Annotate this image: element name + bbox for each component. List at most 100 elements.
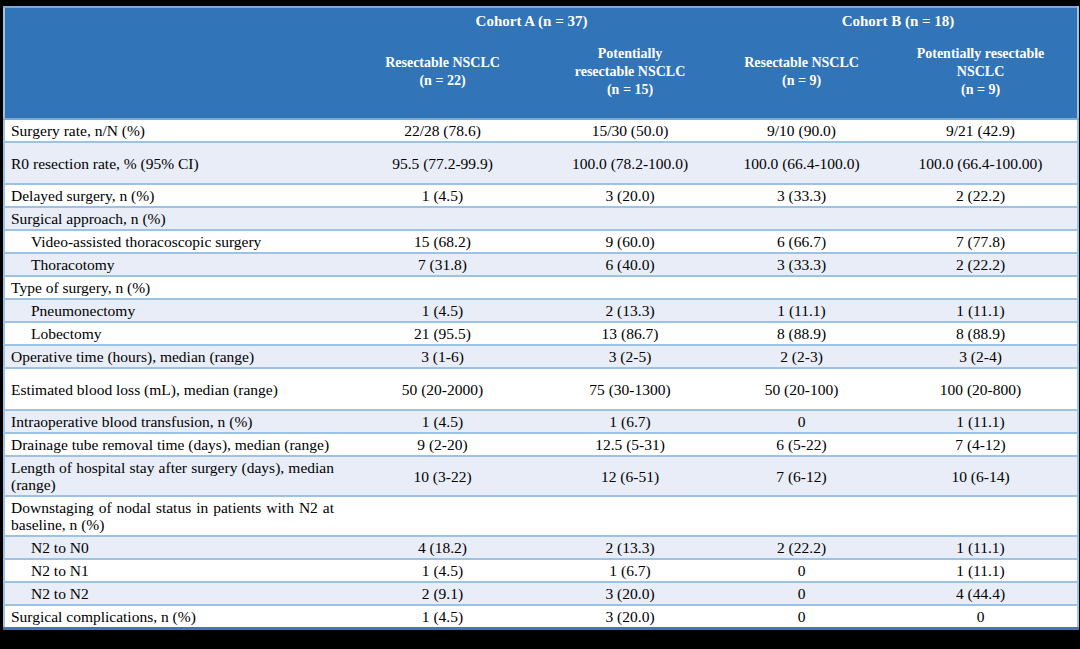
cell-value (541, 207, 719, 230)
table-row: Thoracotomy 7 (31.8) 6 (40.0) 3 (33.3) 2… (4, 253, 1078, 276)
row-label: Type of surgery, n (%) (4, 276, 344, 299)
table-row: N2 to N0 4 (18.2) 2 (13.3) 2 (22.2) 1 (1… (4, 536, 1078, 559)
cell-value: 2 (13.3) (541, 536, 719, 559)
row-label: Drainage tube removal time (days), media… (4, 433, 344, 456)
cell-value: 0 (884, 605, 1078, 629)
cell-value: 8 (88.9) (719, 322, 884, 345)
table-header: Cohort A (n = 37) Cohort B (n = 18) Rese… (4, 7, 1078, 119)
cell-value: 4 (18.2) (344, 536, 541, 559)
row-label: Surgical complications, n (%) (4, 605, 344, 629)
page-background: Cohort A (n = 37) Cohort B (n = 18) Rese… (0, 0, 1080, 630)
header-blank-cell (4, 32, 344, 119)
cell-value (719, 207, 884, 230)
row-label: Pneumonectomy (4, 299, 344, 322)
table-row: Estimated blood loss (mL), median (range… (4, 368, 1078, 410)
table-row: Delayed surgery, n (%) 1 (4.5) 3 (20.0) … (4, 184, 1078, 207)
table-body: Surgery rate, n/N (%) 22/28 (78.6) 15/30… (4, 119, 1078, 629)
cell-value (884, 207, 1078, 230)
cell-value: 3 (20.0) (541, 582, 719, 605)
cell-value: 100.0 (66.4-100.0) (719, 142, 884, 184)
header-blank-cell (4, 7, 344, 32)
cell-value: 1 (11.1) (884, 299, 1078, 322)
cell-value: 9 (2-20) (344, 433, 541, 456)
cohort-header-row: Cohort A (n = 37) Cohort B (n = 18) (4, 7, 1078, 32)
cell-value (719, 276, 884, 299)
cell-value: 9/21 (42.9) (884, 119, 1078, 142)
table-row: Drainage tube removal time (days), media… (4, 433, 1078, 456)
cell-value: 7 (77.8) (884, 230, 1078, 253)
cell-value: 15 (68.2) (344, 230, 541, 253)
table-row: R0 resection rate, % (95% CI) 95.5 (77.2… (4, 142, 1078, 184)
cell-value: 75 (30-1300) (541, 368, 719, 410)
table-row: Intraoperative blood transfusion, n (%) … (4, 410, 1078, 433)
table-row: N2 to N1 1 (4.5) 1 (6.7) 0 1 (11.1) (4, 559, 1078, 582)
cell-value: 15/30 (50.0) (541, 119, 719, 142)
column-header-potentially-resectable-b: Potentially resectable NSCLC (n = 9) (884, 32, 1078, 119)
row-label: Delayed surgery, n (%) (4, 184, 344, 207)
cell-value: 100 (20-800) (884, 368, 1078, 410)
cell-value: 10 (3-22) (344, 456, 541, 496)
cell-value: 2 (13.3) (541, 299, 719, 322)
cell-value: 3 (2-5) (541, 345, 719, 368)
cell-value: 1 (4.5) (344, 605, 541, 629)
cell-value: 1 (4.5) (344, 559, 541, 582)
cell-value: 21 (95.5) (344, 322, 541, 345)
cell-value: 0 (719, 410, 884, 433)
cell-value: 1 (11.1) (884, 410, 1078, 433)
cell-value: 12 (6-51) (541, 456, 719, 496)
row-label: Operative time (hours), median (range) (4, 345, 344, 368)
row-label: Intraoperative blood transfusion, n (%) (4, 410, 344, 433)
table-row: Operative time (hours), median (range) 3… (4, 345, 1078, 368)
table-row: Surgical approach, n (%) (4, 207, 1078, 230)
cell-value: 3 (20.0) (541, 605, 719, 629)
row-label: Video-assisted thoracoscopic surgery (4, 230, 344, 253)
column-header-resectable-a: Resectable NSCLC (n = 22) (344, 32, 541, 119)
cell-value: 1 (6.7) (541, 410, 719, 433)
cell-value: 2 (22.2) (884, 184, 1078, 207)
cell-value: 3 (2-4) (884, 345, 1078, 368)
row-label: N2 to N0 (4, 536, 344, 559)
cell-value: 6 (5-22) (719, 433, 884, 456)
cell-value: 0 (719, 582, 884, 605)
table-row: Surgery rate, n/N (%) 22/28 (78.6) 15/30… (4, 119, 1078, 142)
subgroup-header-row: Resectable NSCLC (n = 22) Potentially re… (4, 32, 1078, 119)
cell-value: 7 (6-12) (719, 456, 884, 496)
row-label: N2 to N1 (4, 559, 344, 582)
cell-value: 2 (9.1) (344, 582, 541, 605)
table-row: Pneumonectomy 1 (4.5) 2 (13.3) 1 (11.1) … (4, 299, 1078, 322)
cell-value (541, 496, 719, 536)
row-label: Length of hospital stay after surgery (d… (4, 456, 344, 496)
cell-value: 2 (22.2) (884, 253, 1078, 276)
cell-value (344, 496, 541, 536)
cell-value (344, 276, 541, 299)
row-label: R0 resection rate, % (95% CI) (4, 142, 344, 184)
cell-value: 1 (11.1) (884, 536, 1078, 559)
cell-value: 1 (11.1) (884, 559, 1078, 582)
cell-value: 0 (719, 559, 884, 582)
cell-value: 2 (2-3) (719, 345, 884, 368)
cell-value: 10 (6-14) (884, 456, 1078, 496)
cell-value: 9 (60.0) (541, 230, 719, 253)
cell-value: 1 (11.1) (719, 299, 884, 322)
column-header-potentially-resectable-a: Potentially resectable NSCLC (n = 15) (541, 32, 719, 119)
cell-value: 3 (20.0) (541, 184, 719, 207)
table-row: Type of surgery, n (%) (4, 276, 1078, 299)
cell-value: 22/28 (78.6) (344, 119, 541, 142)
row-label: Estimated blood loss (mL), median (range… (4, 368, 344, 410)
cell-value: 1 (4.5) (344, 184, 541, 207)
cell-value: 95.5 (77.2-99.9) (344, 142, 541, 184)
cell-value: 8 (88.9) (884, 322, 1078, 345)
cell-value: 1 (6.7) (541, 559, 719, 582)
cell-value: 0 (719, 605, 884, 629)
table-row: Surgical complications, n (%) 1 (4.5) 3 … (4, 605, 1078, 629)
cell-value: 6 (40.0) (541, 253, 719, 276)
column-header-resectable-b: Resectable NSCLC (n = 9) (719, 32, 884, 119)
table-row: Downstaging of nodal status in patients … (4, 496, 1078, 536)
row-label: Lobectomy (4, 322, 344, 345)
cohort-a-header: Cohort A (n = 37) (344, 7, 719, 32)
cell-value (541, 276, 719, 299)
cell-value: 1 (4.5) (344, 410, 541, 433)
cell-value: 6 (66.7) (719, 230, 884, 253)
table-row: N2 to N2 2 (9.1) 3 (20.0) 0 4 (44.4) (4, 582, 1078, 605)
cell-value: 9/10 (90.0) (719, 119, 884, 142)
